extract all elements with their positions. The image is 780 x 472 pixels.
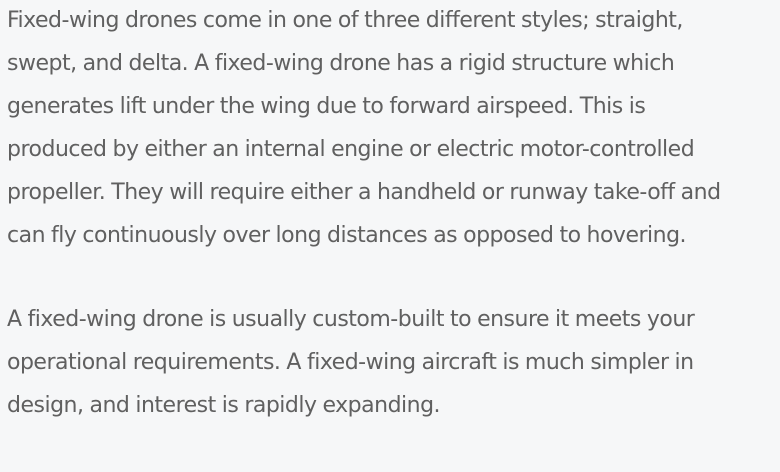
text-line: propeller. They will require either a ha… <box>7 180 721 205</box>
text-line: design, and interest is rapidly expandin… <box>7 393 441 418</box>
text-line: operational requirements. A fixed-wing a… <box>7 350 694 375</box>
paragraph-spacer <box>7 257 779 298</box>
article-body: Fixed-wing drones come in one of three d… <box>7 0 779 427</box>
paragraph-custom-built: A fixed-wing drone is usually custom-bui… <box>7 298 779 427</box>
text-line: produced by either an internal engine or… <box>7 137 695 162</box>
paragraph-fixed-wing-styles: Fixed-wing drones come in one of three d… <box>7 0 779 257</box>
text-line: generates lift under the wing due to for… <box>7 94 646 119</box>
text-line: swept, and delta. A fixed-wing drone has… <box>7 51 675 76</box>
text-line: can fly continuously over long distances… <box>7 223 687 248</box>
text-line: A fixed-wing drone is usually custom-bui… <box>7 307 695 332</box>
text-line: Fixed-wing drones come in one of three d… <box>7 8 683 33</box>
